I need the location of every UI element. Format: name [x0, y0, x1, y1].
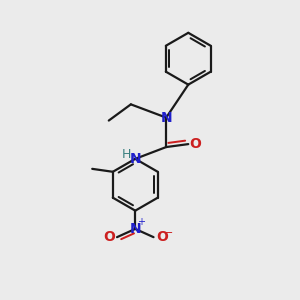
Text: H: H [122, 148, 131, 161]
Text: −: − [164, 228, 173, 238]
Text: O: O [103, 230, 115, 244]
Text: O: O [190, 137, 202, 151]
Text: N: N [130, 152, 141, 166]
Text: +: + [137, 218, 145, 227]
Text: O: O [156, 230, 168, 244]
Text: N: N [130, 222, 141, 236]
Text: N: N [160, 111, 172, 124]
